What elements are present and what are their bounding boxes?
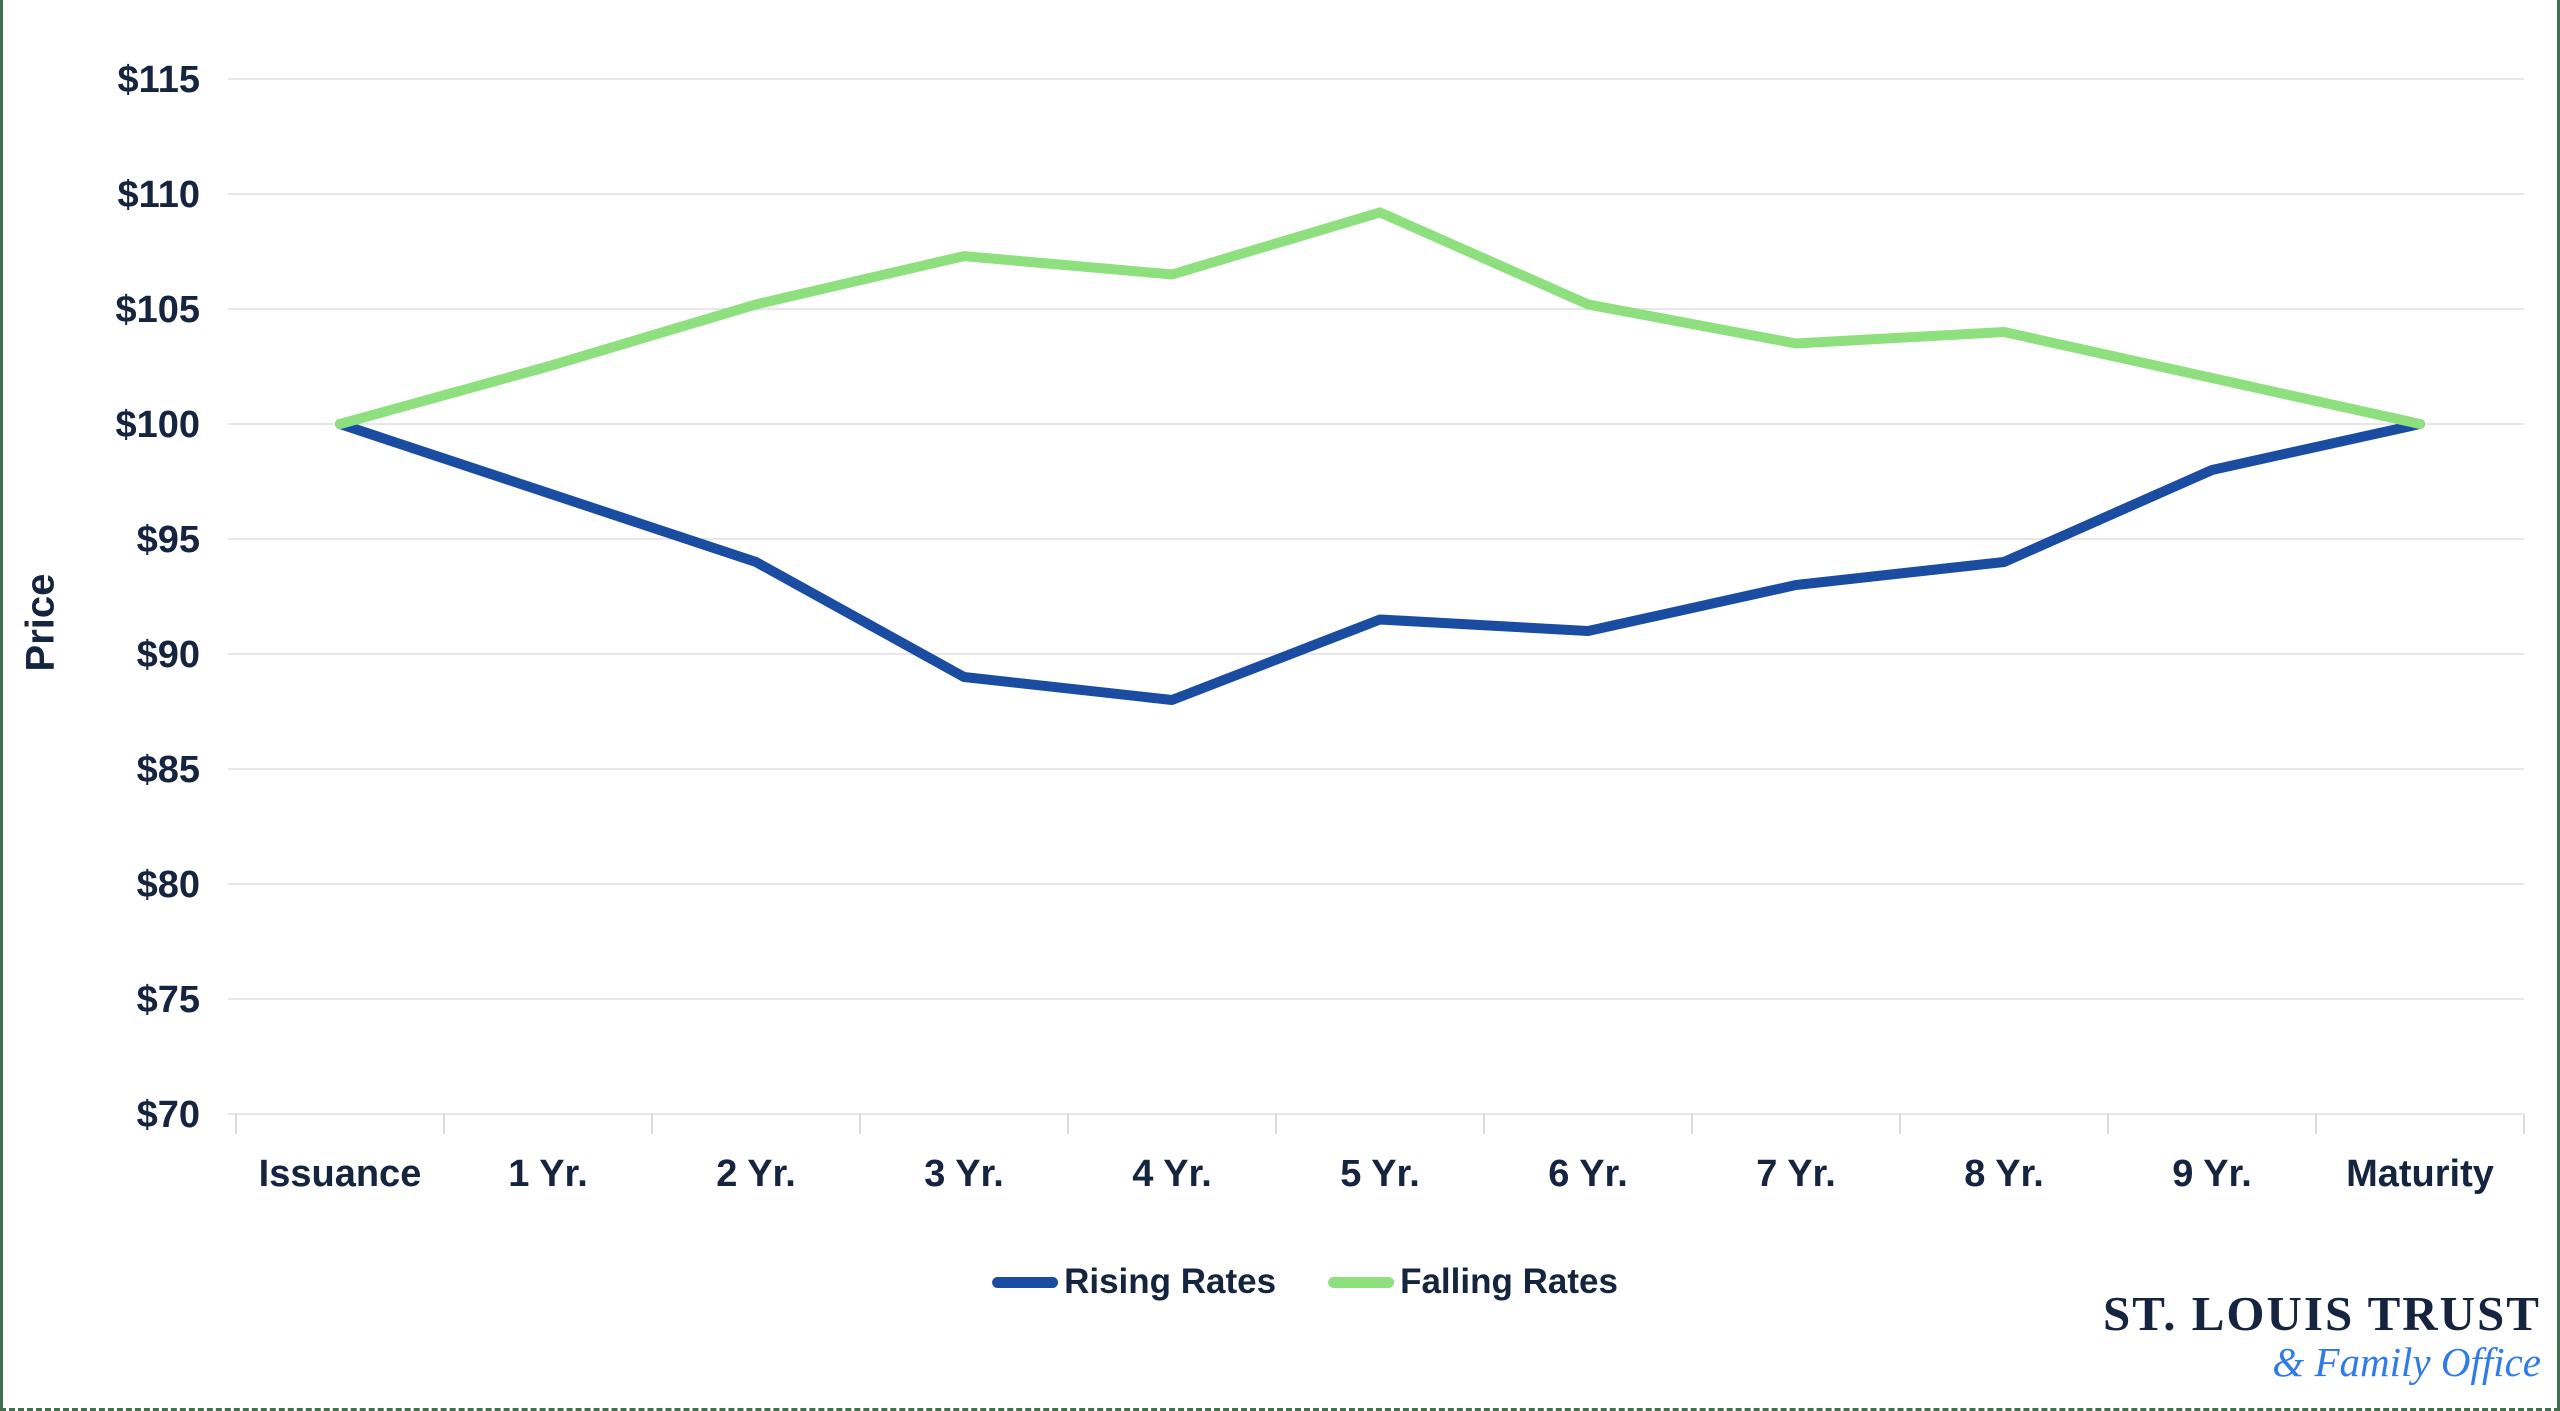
x-tick-label: 2 Yr. xyxy=(716,1153,796,1195)
brand-tagline: & Family Office xyxy=(2272,1339,2541,1386)
series-line-falling-rates xyxy=(335,207,2425,429)
legend-item-falling-rates: Falling Rates xyxy=(1328,1262,1618,1302)
x-tick-labels: Issuance 1 Yr. 2 Yr. 3 Yr. 4 Yr. 5 Yr. 6 Yr. 7 … xyxy=(259,1153,2494,1195)
y-tick-label: $90 xyxy=(137,634,200,676)
x-tick-label: 5 Yr. xyxy=(1340,1153,1420,1195)
y-tick-label: $100 xyxy=(115,404,200,446)
x-tick-label: 4 Yr. xyxy=(1132,1153,1212,1195)
series-line-rising-rates xyxy=(335,419,2425,705)
y-tick-label: $75 xyxy=(137,979,200,1021)
x-tick-label: 7 Yr. xyxy=(1756,1153,1836,1195)
legend-label-rising-rates: Rising Rates xyxy=(1064,1262,1277,1301)
y-tick-label: $110 xyxy=(118,174,200,216)
x-tick-label: Maturity xyxy=(2346,1153,2494,1195)
y-tick-labels: $70 $75 $80 $85 $90 $95 $100 $105 $110 $115 xyxy=(115,59,200,1136)
y-tick-label: $85 xyxy=(137,749,200,791)
rising-rates-line-swatch xyxy=(992,1276,1059,1288)
legend-label-falling-rates: Falling Rates xyxy=(1400,1262,1618,1301)
gridlines xyxy=(228,78,2524,1115)
x-tick-label: 1 Yr. xyxy=(508,1153,588,1195)
legend-item-rising-rates: Rising Rates xyxy=(992,1262,1276,1302)
x-tick-label: 6 Yr. xyxy=(1548,1153,1628,1195)
bond-price-line-chart: $70 $75 $80 $85 $90 $95 $100 $105 $110 $115 Issuan… xyxy=(115,59,2525,1195)
y-tick-label: $80 xyxy=(137,864,200,906)
legend: Rising Rates Falling Rates xyxy=(992,1262,1618,1302)
brand-name: ST. LOUIS TRUST xyxy=(2102,1286,2541,1341)
brand-logo: ST. LOUIS TRUST & Family Office xyxy=(2103,1288,2541,1386)
y-tick-label: $70 xyxy=(137,1094,200,1136)
y-axis-title: Price xyxy=(18,573,63,672)
y-tick-label: $115 xyxy=(118,59,200,101)
falling-rates-line-swatch xyxy=(1328,1276,1395,1288)
x-axis-ticks xyxy=(235,1114,2525,1134)
x-tick-label: 8 Yr. xyxy=(1964,1153,2044,1195)
y-tick-label: $95 xyxy=(137,519,200,561)
x-tick-label: Issuance xyxy=(259,1153,422,1195)
y-tick-label: $105 xyxy=(115,289,200,331)
x-tick-label: 3 Yr. xyxy=(924,1153,1004,1195)
x-tick-label: 9 Yr. xyxy=(2172,1153,2252,1195)
